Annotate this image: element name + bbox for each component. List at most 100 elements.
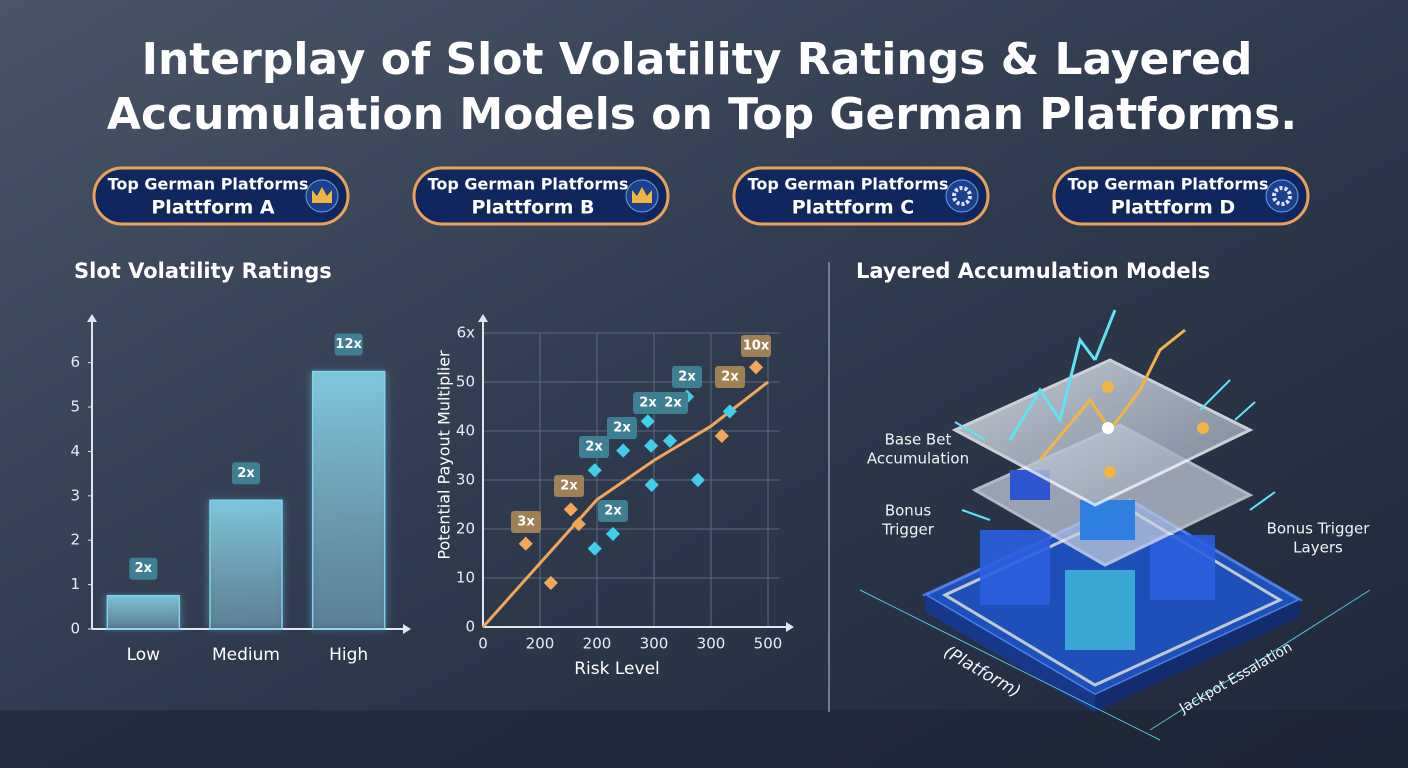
annotation: 10x [743, 339, 770, 354]
y-tick-label: 40 [456, 422, 475, 440]
y-tick-label: 2 [70, 531, 80, 549]
x-tick-label: 200 [583, 635, 612, 653]
node [1102, 422, 1114, 434]
platform-pill [92, 166, 350, 226]
annotation-box [232, 462, 260, 485]
point [543, 575, 558, 590]
node [1104, 466, 1116, 478]
arrow [1249, 491, 1276, 511]
y-tick-label: 6 [70, 353, 80, 371]
point [518, 536, 533, 551]
platform-caption: Top German Platforms [428, 175, 629, 194]
platform-caption: Top German Platforms [1068, 175, 1269, 194]
axis-arrow [478, 314, 488, 322]
annotation-box [598, 500, 628, 522]
y-tick-label: 3 [70, 486, 80, 504]
layer-diagram [859, 309, 1371, 741]
diagram-label: Layers [1293, 539, 1343, 557]
platform-name: Plattform D [1111, 197, 1235, 219]
section-title: Slot Volatility Ratings [74, 259, 332, 283]
title-line: Accumulation Models on Top German Platfo… [107, 89, 1297, 140]
bar [106, 594, 181, 630]
platform-name: Plattform B [471, 197, 594, 219]
block [980, 530, 1050, 605]
trend-arrow [1008, 336, 1097, 441]
top-plate [951, 358, 1254, 507]
y-tick-label: 0 [465, 618, 475, 636]
x-tick-label: 500 [754, 635, 783, 653]
point [640, 414, 655, 429]
annotation-box [607, 417, 637, 439]
bar [311, 370, 386, 630]
point [644, 477, 659, 492]
annotation: 2x [613, 421, 631, 436]
x-tick-label: 200 [526, 635, 555, 653]
point [690, 472, 705, 488]
x-tick-label: Medium [212, 645, 280, 665]
block [1150, 535, 1215, 600]
annotation-box [334, 333, 363, 356]
axis-arrow [786, 622, 794, 632]
footer-band [0, 710, 1408, 768]
gear-icon [1272, 186, 1292, 206]
diagram-label: Bonus Trigger [1267, 520, 1371, 538]
point [605, 526, 621, 541]
y-tick-label: 50 [456, 373, 475, 391]
node [1197, 422, 1209, 434]
x-tick-label: 300 [640, 635, 669, 653]
trend-line [481, 380, 769, 629]
point [662, 433, 678, 448]
annotation: 2x [639, 396, 657, 411]
platform-row: Top German Platforms Plattform A Top Germa… [92, 166, 1310, 226]
y-axis-label: Potential Payout Multiplier [435, 350, 454, 560]
annotation: 2x [237, 466, 255, 481]
annotation-box [511, 511, 541, 533]
annotation: 2x [135, 561, 153, 576]
gear-icon [952, 186, 972, 206]
arrow [1199, 379, 1231, 411]
y-tick-label: 4 [70, 442, 80, 460]
block [1065, 570, 1135, 650]
guide-line [1149, 589, 1371, 731]
crown-icon [312, 187, 332, 203]
x-tick-label: High [329, 645, 368, 665]
annotation: 3x [517, 515, 535, 530]
title-line: Interplay of Slot Volatility Ratings & L… [142, 34, 1253, 85]
y-tick-label: 30 [456, 471, 475, 489]
point [616, 443, 631, 458]
annotation: 12x [335, 337, 362, 352]
axis-arrow [87, 314, 97, 322]
platform-icon [945, 179, 979, 213]
annotation: 2x [585, 440, 603, 455]
annotation-box [129, 557, 158, 580]
point [722, 404, 737, 419]
x-tick-label: 0 [478, 635, 488, 653]
platform-icon [1265, 179, 1299, 213]
arrow [954, 421, 986, 441]
y-tick-label: 5 [70, 398, 80, 416]
annotation: 2x [604, 504, 622, 519]
annotation-box [633, 392, 663, 414]
platform-pill [1052, 166, 1310, 226]
diagram-label: Trigger [881, 521, 935, 539]
x-axis-label: Risk Level [574, 659, 660, 679]
annotation: 2x [560, 479, 578, 494]
platform-pill [412, 166, 670, 226]
platform-name: Plattform A [151, 197, 275, 219]
axis-arrow [403, 624, 411, 634]
y-tick-label: 0 [70, 620, 80, 638]
platform-caption: Top German Platforms [108, 175, 309, 194]
bar [209, 499, 283, 630]
arrow [961, 509, 991, 521]
guide-line [859, 589, 1161, 741]
annotation-box [741, 335, 771, 357]
node [1102, 381, 1114, 393]
arrow [1234, 401, 1256, 421]
platform-side [1095, 600, 1300, 712]
section-title: Layered Accumulation Models [856, 259, 1210, 283]
annotation: 2x [721, 370, 739, 385]
x-tick-label: Low [127, 645, 161, 665]
y-tick-label: 6x [457, 324, 476, 342]
platform-caption: Top German Platforms [748, 175, 949, 194]
